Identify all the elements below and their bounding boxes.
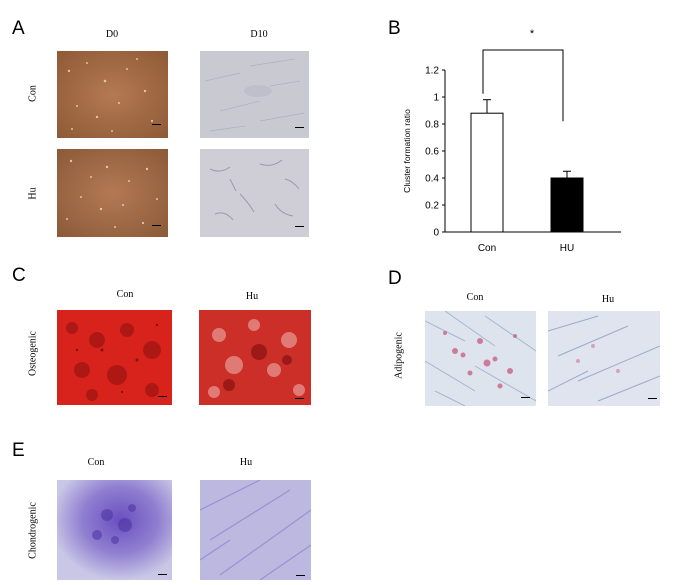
- y-tick-label: 0.8: [425, 120, 439, 131]
- column-label-hu: Hu: [601, 294, 615, 305]
- row-label-con: Con: [27, 85, 39, 102]
- column-label-d0: D0: [105, 29, 119, 40]
- micrograph-adipogenic-con: [425, 311, 536, 406]
- scale-bar: [152, 225, 161, 226]
- panel-letter-a: A: [12, 18, 25, 39]
- micrograph-chondrogenic-con: [57, 480, 172, 580]
- micrograph-hu-d0: [57, 149, 168, 237]
- row-label-osteogenic: Osteogenic: [27, 331, 39, 376]
- row-label-chondrogenic: Chondrogenic: [27, 502, 39, 559]
- column-label-con: Con: [116, 289, 134, 300]
- y-tick-label: 1.2: [425, 66, 439, 77]
- y-tick-label: 0.2: [425, 201, 439, 212]
- y-tick-label: 0.6: [425, 147, 439, 158]
- row-label-adipogenic: Adipogenic: [393, 332, 405, 379]
- column-label-con: Con: [466, 292, 484, 303]
- micrograph-con-d0: [57, 51, 168, 138]
- y-tick-label: 0.4: [425, 174, 439, 185]
- scale-bar: [295, 398, 304, 399]
- x-tick-label: Con: [478, 243, 496, 254]
- y-tick-label: 1: [433, 93, 439, 104]
- micrograph-osteogenic-hu: [199, 310, 311, 405]
- scale-bar: [295, 226, 304, 227]
- scale-bar: [295, 127, 304, 128]
- column-label-hu: Hu: [245, 291, 259, 302]
- micrograph-con-d10: [200, 51, 309, 138]
- column-label-d10: D10: [250, 29, 268, 40]
- micrograph-osteogenic-con: [57, 310, 172, 405]
- micrograph-hu-d10: [200, 149, 309, 237]
- y-tick-label: 0: [433, 228, 439, 239]
- row-label-hu: Hu: [27, 187, 39, 200]
- panel-letter-c: C: [12, 265, 26, 286]
- x-tick-label: HU: [560, 243, 574, 254]
- y-axis-label: Cluster formation ratio: [402, 109, 412, 193]
- micrograph-chondrogenic-hu: [200, 480, 311, 580]
- scale-bar: [521, 397, 530, 398]
- cluster-formation-chart: 0 0.2 0.4 0.6 0.8 1 1.2 Cluster formation ratio…: [402, 28, 621, 254]
- bar-con: [470, 112, 504, 233]
- column-label-con: Con: [87, 457, 105, 468]
- bar-hu: [550, 177, 584, 233]
- significance-marker: *: [530, 28, 535, 40]
- micrograph-adipogenic-hu: [548, 311, 660, 406]
- scale-bar: [152, 124, 161, 125]
- scale-bar: [648, 398, 657, 399]
- column-label-hu: Hu: [239, 457, 253, 468]
- panel-letter-b: B: [388, 18, 401, 39]
- panel-letter-e: E: [12, 440, 25, 461]
- scale-bar: [296, 575, 305, 576]
- panel-letter-d: D: [388, 268, 402, 289]
- scale-bar: [158, 574, 167, 575]
- significance-bracket: [482, 49, 564, 122]
- scale-bar: [158, 396, 167, 397]
